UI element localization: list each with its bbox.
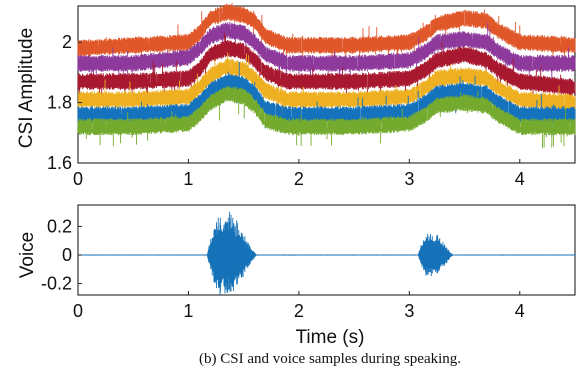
csi-ytick-label: 1.8: [47, 93, 72, 113]
csi-ytick-label: 1.6: [47, 153, 72, 173]
voice-xtick-label: 3: [404, 301, 414, 321]
voice-xticks: 0 1 2 3 4: [73, 291, 525, 321]
csi-series-4-line: [77, 52, 576, 121]
csi-xtick-label: 0: [73, 169, 83, 189]
csi-xtick-label: 2: [294, 169, 304, 189]
csi-ytick-label: 2: [62, 32, 72, 52]
voice-ytick-label: -0.2: [41, 274, 72, 294]
csi-yticks: 1.6 1.8 2: [47, 32, 82, 173]
voice-ylabel: Voice: [17, 232, 38, 278]
voice-xtick-label: 1: [183, 301, 193, 321]
csi-xtick-label: 1: [183, 169, 193, 189]
csi-series-1-line: [77, 2, 576, 66]
voice-ytick-label: 0: [62, 245, 72, 265]
csi-series-3-line: [77, 32, 576, 105]
csi-series-6-line: [77, 85, 576, 149]
voice-series-group: [77, 211, 576, 295]
csi-xtick-label: 4: [515, 169, 525, 189]
voice-xtick-label: 0: [73, 301, 83, 321]
voice-line: [77, 211, 576, 295]
figure-caption: (b) CSI and voice samples during speakin…: [199, 351, 461, 367]
csi-ylabel: CSI Amplitude: [16, 28, 37, 148]
csi-xtick-label: 3: [404, 169, 414, 189]
csi-series-2-line: [77, 22, 576, 85]
voice-yticks: 0.2 0 -0.2: [41, 216, 82, 294]
csi-xticks: 0 1 2 3 4: [73, 159, 525, 189]
voice-ytick-label: 0.2: [47, 216, 72, 236]
voice-xtick-label: 2: [294, 301, 304, 321]
csi-panel: CSI Amplitude 1.6 1.8 2 0 1 2 3 4: [16, 2, 576, 189]
csi-series-group: [77, 2, 576, 149]
voice-xtick-label: 4: [515, 301, 525, 321]
csi-series-5-line: [77, 61, 576, 137]
voice-xlabel: Time (s): [296, 327, 365, 348]
